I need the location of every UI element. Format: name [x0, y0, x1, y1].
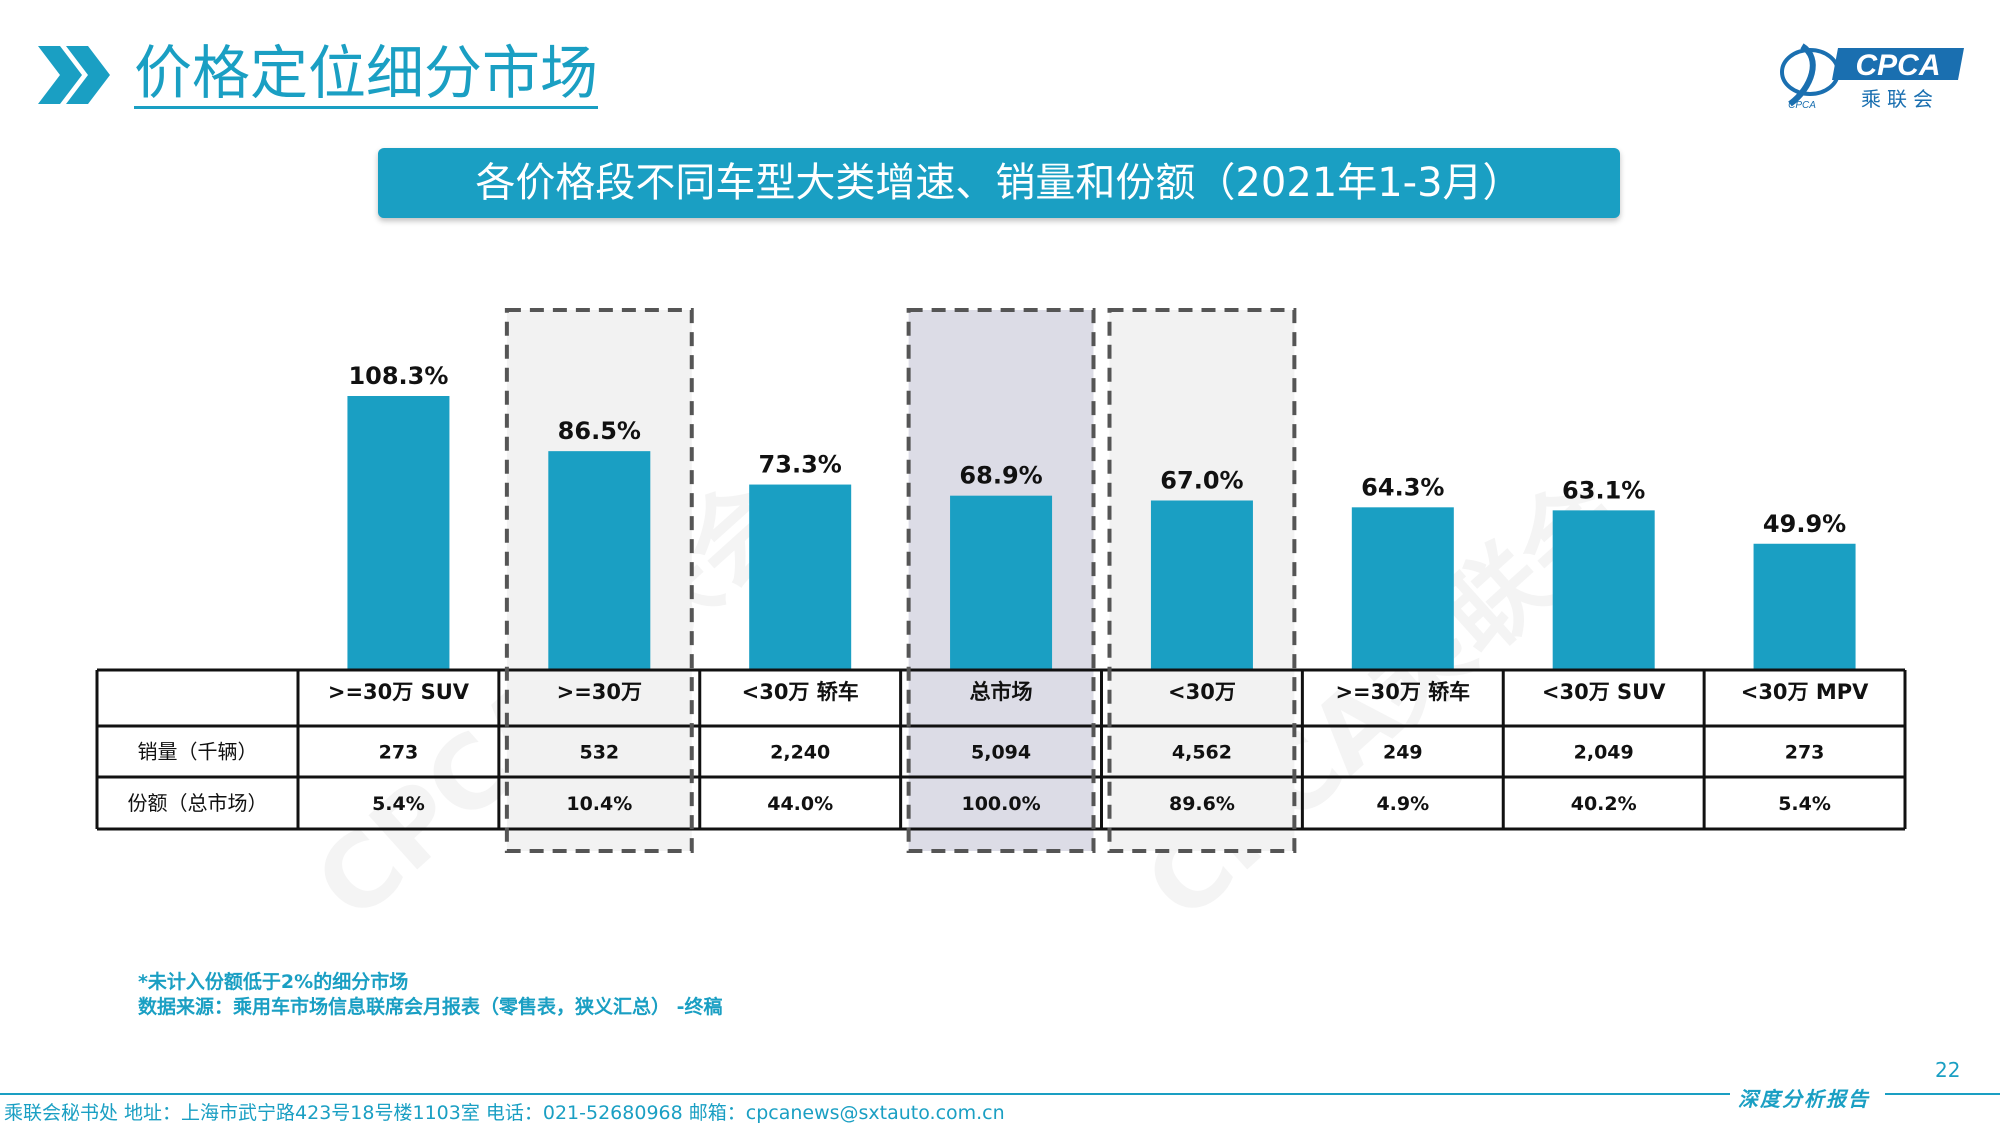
report-tag: 深度分析报告	[1738, 1087, 1870, 1111]
table-cell: 2,240	[770, 742, 830, 764]
footnote-exclusion: *未计入份额低于2%的细分市场	[138, 971, 409, 993]
table-cell: 4.9%	[1376, 793, 1429, 815]
cpca-logo: CPCA 乘联会 CPCA	[1780, 43, 1964, 110]
bar-value-label: 86.5%	[558, 417, 641, 445]
table-cell: 273	[379, 742, 419, 764]
page-number: 22	[1935, 1058, 1961, 1082]
bar-value-label: 68.9%	[959, 462, 1042, 490]
table-cell: 40.2%	[1571, 793, 1637, 815]
logo-text: CPCA	[1855, 49, 1940, 82]
logo-mark-text: CPCA	[1788, 100, 1816, 110]
table-cell: 2,049	[1574, 742, 1634, 764]
category-label: <30万 轿车	[742, 680, 859, 704]
bar-value-label: 108.3%	[348, 362, 448, 390]
footer-divider	[1885, 1093, 2000, 1095]
table-cell: 10.4%	[566, 793, 632, 815]
footer-divider	[0, 1093, 1730, 1095]
double-chevron-icon	[38, 46, 110, 104]
footer-contact: 乘联会秘书处 地址：上海市武宁路423号18号楼1103室 电话：021-526…	[4, 1102, 1005, 1124]
bar	[950, 495, 1053, 670]
footnote-source: 数据来源：乘用车市场信息联席会月报表（零售表，狭义汇总） -终稿	[138, 996, 723, 1018]
table-cell: 5.4%	[372, 793, 425, 815]
logo-cn-text: 乘联会	[1861, 87, 1939, 110]
table-cell: 5,094	[971, 742, 1031, 764]
bar-value-label: 63.1%	[1562, 476, 1645, 504]
highlight-outline	[504, 308, 694, 853]
row-header: 销量（千辆）	[138, 740, 258, 764]
bar-value-label: 67.0%	[1160, 466, 1243, 494]
table-cell: 89.6%	[1169, 793, 1235, 815]
category-label: >=30万	[557, 680, 642, 704]
bar	[548, 451, 651, 670]
bar	[1150, 500, 1253, 670]
footnotes: *未计入份额低于2%的细分市场 数据来源：乘用车市场信息联席会月报表（零售表，狭…	[138, 970, 723, 1020]
page-title: 价格定位细分市场	[134, 39, 599, 109]
highlight-outline	[1107, 308, 1297, 853]
table-cell: 273	[1785, 742, 1825, 764]
bar-value-label: 73.3%	[759, 451, 842, 479]
table-cell: 249	[1383, 742, 1423, 764]
bar	[749, 484, 852, 670]
chart-subtitle: 各价格段不同车型大类增速、销量和份额（2021年1-3月）	[378, 148, 1620, 218]
row-header: 份额（总市场）	[128, 791, 268, 815]
bar-value-label: 49.9%	[1763, 510, 1846, 538]
table-cell: 4,562	[1172, 742, 1232, 764]
table-cell: 5.4%	[1778, 793, 1831, 815]
table-cell: 100.0%	[961, 793, 1040, 815]
bar-value-label: 64.3%	[1361, 473, 1444, 501]
bar	[347, 396, 450, 670]
category-label: >=30万 轿车	[1335, 680, 1470, 704]
bar	[1753, 543, 1856, 670]
category-label: >=30万 SUV	[328, 680, 470, 704]
category-label: <30万 SUV	[1542, 680, 1666, 704]
highlight-outline	[906, 308, 1096, 853]
table-cell: 44.0%	[767, 793, 833, 815]
category-label: <30万 MPV	[1741, 680, 1869, 704]
table-cell: 532	[579, 742, 619, 764]
bar	[1351, 507, 1454, 670]
category-label: 总市场	[970, 680, 1033, 704]
category-label: <30万	[1168, 680, 1236, 704]
bar	[1552, 510, 1655, 670]
